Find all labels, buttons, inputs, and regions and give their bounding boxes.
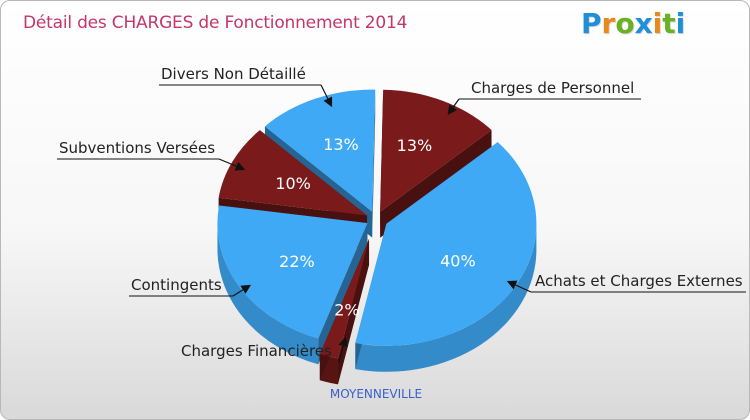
commune-label: MOYENNEVILLE	[329, 387, 423, 401]
pie-slice-edge	[318, 223, 368, 365]
slice-category-label: Charges Financières	[181, 342, 332, 360]
slice-category-label: Subventions Versées	[59, 139, 215, 157]
pie-slice[interactable]	[264, 89, 376, 212]
logo-letter: o	[615, 7, 635, 40]
logo-letter: r	[601, 7, 616, 40]
logo-letter: i	[675, 7, 686, 40]
callout-arrow	[218, 158, 246, 171]
logo-letter: P	[581, 7, 602, 40]
logo-letter: i	[652, 7, 663, 40]
logo-letter: x	[634, 7, 653, 40]
slice-category-label: Contingents	[131, 276, 222, 294]
slice-value-label: 13%	[397, 136, 433, 155]
slice-value-label: 13%	[323, 135, 359, 154]
pie-slice[interactable]	[380, 89, 492, 212]
callout-arrow	[338, 336, 348, 363]
pie-slice-side	[217, 223, 319, 365]
slice-value-label: 2%	[334, 301, 359, 320]
pie-slice-side	[355, 223, 537, 372]
pie-slice-edge	[372, 89, 376, 238]
callout-arrow	[506, 280, 532, 293]
slice-value-label: 40%	[440, 251, 476, 270]
slice-category-label: Achats et Charges Externes	[535, 272, 743, 290]
pie-slice[interactable]	[217, 205, 368, 339]
proxiti-logo[interactable]: Proxiti	[581, 7, 685, 40]
callout-arrow	[320, 84, 333, 108]
callout-arrow	[447, 98, 460, 115]
pie-slice[interactable]	[355, 142, 537, 346]
slice-value-label: 10%	[275, 174, 311, 193]
slice-category-label: Charges de Personnel	[471, 79, 634, 97]
chart-title: Détail des CHARGES de Fonctionnement 201…	[23, 13, 408, 33]
pie-slice[interactable]	[319, 239, 370, 359]
slice-value-label: 22%	[279, 252, 315, 271]
slice-category-label: Divers Non Détaillé	[161, 65, 306, 83]
callout-arrow	[232, 284, 252, 297]
pie-slice[interactable]	[218, 130, 368, 216]
logo-letter: t	[662, 7, 676, 40]
